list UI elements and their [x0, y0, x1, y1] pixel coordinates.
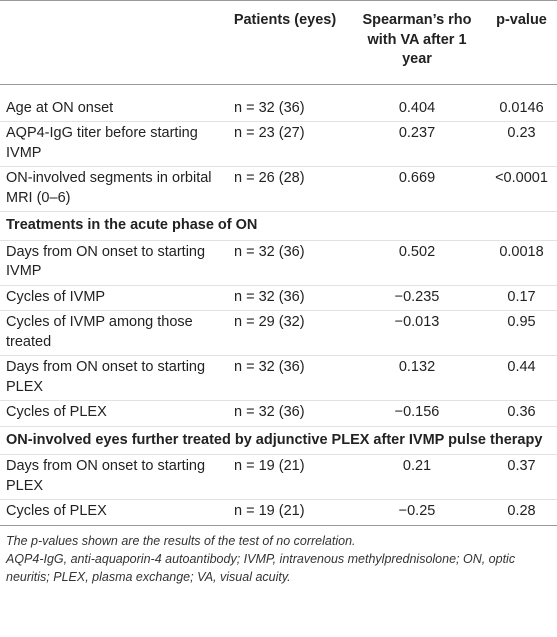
section-row: Treatments in the acute phase of ON [0, 211, 557, 241]
column-header: p-value [486, 0, 557, 85]
data-row: Days from ON onset to starting PLEX n = 1… [0, 454, 557, 500]
rho-cell: 0.237 [348, 121, 486, 167]
data-row: Cycles of PLEX n = 32 (36) −0.156 0.36 [0, 400, 557, 427]
row-label: Cycles of PLEX [0, 499, 222, 526]
rho-cell: −0.235 [348, 285, 486, 311]
data-row: Days from ON onset to starting PLEX n = 3… [0, 355, 557, 401]
header-cell [0, 0, 222, 85]
p-value-cell: 0.0018 [486, 240, 557, 286]
patients-cell: n = 32 (36) [222, 285, 348, 311]
data-row: Age at ON onset n = 32 (36) 0.404 0.0146 [0, 84, 557, 122]
rho-cell: 0.21 [348, 454, 486, 500]
column-header: Spearman’s rho with VA after 1 year [348, 0, 486, 85]
patients-cell: n = 32 (36) [222, 240, 348, 286]
data-row: Cycles of PLEX n = 19 (21) −0.25 0.28 [0, 499, 557, 526]
rho-cell: −0.013 [348, 310, 486, 356]
data-row: AQP4-IgG titer before starting IVMP n = 2… [0, 121, 557, 167]
rho-cell: 0.132 [348, 355, 486, 401]
p-value-cell: 0.37 [486, 454, 557, 500]
section-row: ON-involved eyes further treated by adju… [0, 426, 557, 455]
patients-cell: n = 32 (36) [222, 400, 348, 427]
row-label: Days from ON onset to starting PLEX [0, 454, 222, 500]
row-label: Age at ON onset [0, 84, 222, 122]
p-value-cell: 0.23 [486, 121, 557, 167]
data-row: Cycles of IVMP n = 32 (36) −0.235 0.17 [0, 285, 557, 311]
row-label: ON-involved segments in orbital MRI (0–6… [0, 166, 222, 212]
rho-cell: 0.404 [348, 84, 486, 122]
rho-cell: −0.25 [348, 499, 486, 526]
column-header: Patients (eyes) [222, 0, 348, 85]
rho-cell: −0.156 [348, 400, 486, 427]
p-value-cell: <0.0001 [486, 166, 557, 212]
patients-cell: n = 19 (21) [222, 454, 348, 500]
section-title: Treatments in the acute phase of ON [0, 211, 557, 241]
row-label: Cycles of IVMP among those treated [0, 310, 222, 356]
p-value-cell: 0.36 [486, 400, 557, 427]
section-title: ON-involved eyes further treated by adju… [0, 426, 557, 455]
data-row: Cycles of IVMP among those treated n = 29… [0, 310, 557, 356]
footnote: AQP4-IgG, anti-aquaporin-4 autoantibody;… [6, 551, 516, 584]
row-label: Cycles of IVMP [0, 285, 222, 311]
row-label: Days from ON onset to starting PLEX [0, 355, 222, 401]
p-value-cell: 0.0146 [486, 84, 557, 122]
p-value-cell: 0.44 [486, 355, 557, 401]
patients-cell: n = 29 (32) [222, 310, 348, 356]
data-row: ON-involved segments in orbital MRI (0–6… [0, 166, 557, 212]
row-label: AQP4-IgG titer before starting IVMP [0, 121, 222, 167]
row-label: Cycles of PLEX [0, 400, 222, 427]
p-value-cell: 0.17 [486, 285, 557, 311]
footnote: The p-values shown are the results of th… [6, 533, 356, 548]
patients-cell: n = 32 (36) [222, 355, 348, 401]
patients-cell: n = 26 (28) [222, 166, 348, 212]
row-label: Days from ON onset to starting IVMP [0, 240, 222, 286]
rho-cell: 0.669 [348, 166, 486, 212]
footnotes: The p-values shown are the results of th… [0, 526, 557, 586]
patients-cell: n = 23 (27) [222, 121, 348, 167]
rho-cell: 0.502 [348, 240, 486, 286]
data-table: Patients (eyes) Spearman’s rho with VA af… [0, 0, 557, 526]
data-row: Days from ON onset to starting IVMP n = 3… [0, 240, 557, 286]
p-value-cell: 0.28 [486, 499, 557, 526]
patients-cell: n = 32 (36) [222, 84, 348, 122]
patients-cell: n = 19 (21) [222, 499, 348, 526]
header-row: Patients (eyes) Spearman’s rho with VA af… [0, 0, 557, 85]
p-value-cell: 0.95 [486, 310, 557, 356]
